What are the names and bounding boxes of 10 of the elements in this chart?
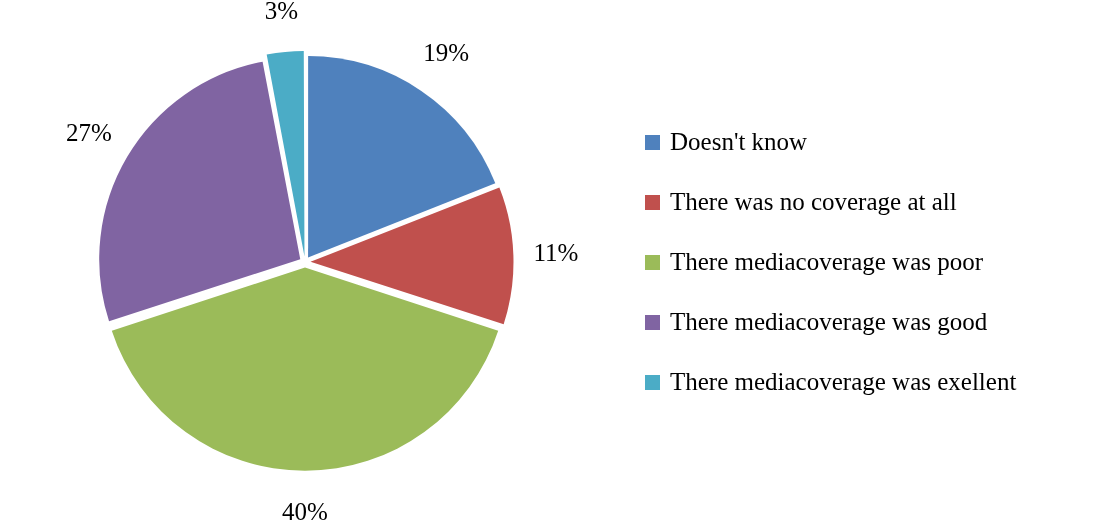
data-label: 11%: [533, 238, 579, 266]
legend-label: There was no coverage at all: [670, 187, 957, 217]
legend-label: There mediacoverage was exellent: [670, 367, 1017, 397]
data-label: 40%: [282, 497, 328, 524]
data-label: 27%: [66, 118, 112, 146]
data-label: 19%: [423, 38, 469, 66]
data-label: 3%: [264, 0, 299, 24]
legend-label: There mediacoverage was good: [670, 307, 988, 337]
legend-label: Doesn't know: [670, 127, 808, 157]
legend-label: There mediacoverage was poor: [670, 247, 984, 277]
